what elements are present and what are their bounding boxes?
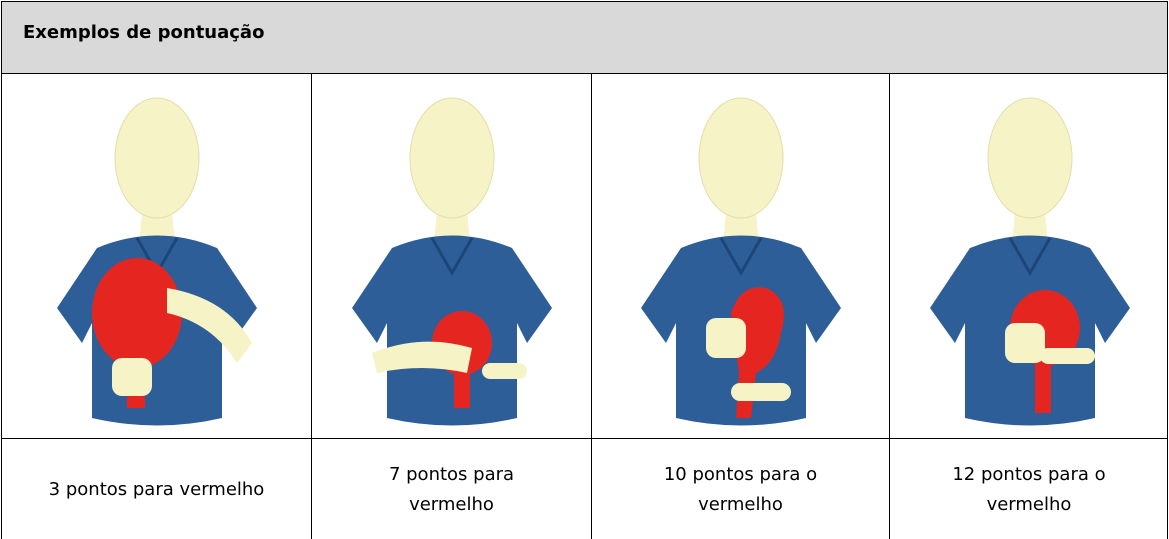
table-header: Exemplos de pontuação xyxy=(1,1,1168,74)
table-border xyxy=(1167,73,1168,539)
figure xyxy=(312,73,592,433)
table-cell: 12 pontos para o vermelho xyxy=(889,73,1168,539)
caption-cell: 3 pontos para vermelho xyxy=(2,440,311,539)
illustration xyxy=(2,73,311,439)
illustration xyxy=(890,73,1168,439)
caption: 7 pontos para vermelho xyxy=(388,463,515,515)
illustration xyxy=(312,73,591,439)
table-cell: 10 pontos para o vermelho xyxy=(591,73,889,539)
caption: 10 pontos para o vermelho xyxy=(663,463,818,515)
figure xyxy=(601,73,881,433)
caption-cell: 10 pontos para o vermelho xyxy=(592,440,889,539)
caption-cell: 12 pontos para o vermelho xyxy=(890,440,1168,539)
caption-cell: 7 pontos para vermelho xyxy=(312,440,591,539)
header-title: Exemplos de pontuação xyxy=(23,22,265,43)
figure xyxy=(890,73,1169,433)
table-cell: 7 pontos para vermelho xyxy=(311,73,591,539)
caption: 12 pontos para o vermelho xyxy=(952,463,1106,515)
caption: 3 pontos para vermelho xyxy=(48,478,265,500)
figure xyxy=(17,73,297,433)
illustration xyxy=(592,73,889,439)
table-cell: 3 pontos para vermelho xyxy=(1,73,311,539)
